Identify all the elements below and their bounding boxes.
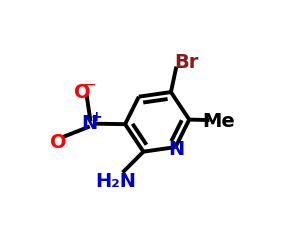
- Text: Br: Br: [174, 53, 198, 72]
- Text: N: N: [168, 140, 185, 159]
- Text: Me: Me: [202, 111, 235, 130]
- Text: H₂N: H₂N: [95, 171, 136, 190]
- Text: N: N: [81, 114, 97, 133]
- Text: O: O: [50, 132, 67, 151]
- Text: +: +: [91, 110, 102, 124]
- Text: −: −: [83, 75, 96, 93]
- Text: O: O: [74, 82, 91, 101]
